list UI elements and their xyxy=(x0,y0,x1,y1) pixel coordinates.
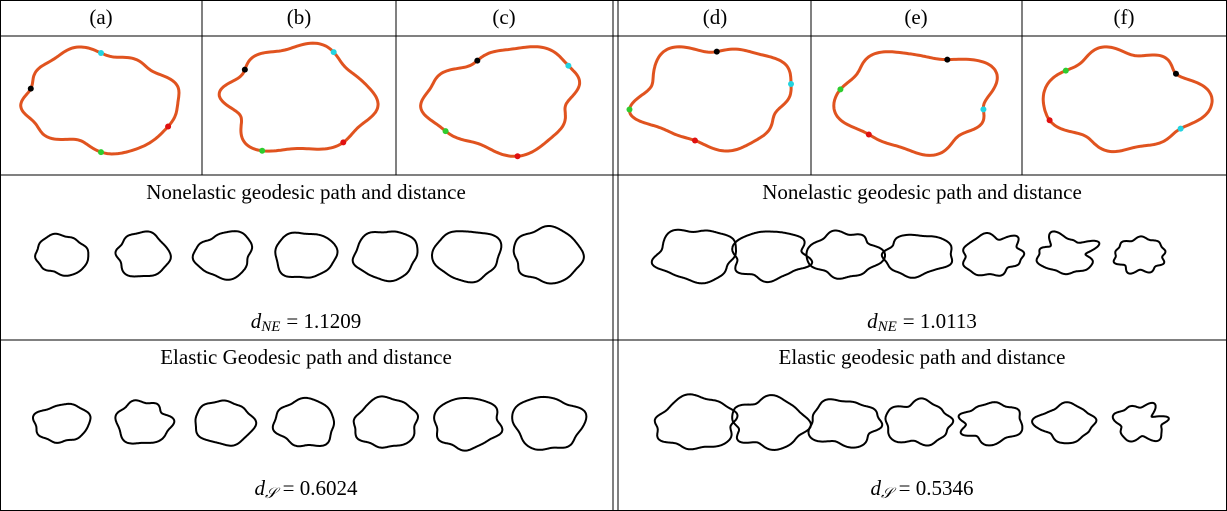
panel-label: (a) xyxy=(89,5,112,29)
shape xyxy=(655,394,738,449)
landmark xyxy=(626,107,632,113)
shape xyxy=(275,233,337,278)
shape xyxy=(963,233,1024,276)
shape xyxy=(732,232,812,283)
shape xyxy=(809,399,883,447)
landmark xyxy=(714,49,720,55)
contour xyxy=(219,43,378,151)
contour xyxy=(630,47,792,151)
section-title: Elastic geodesic path and distance xyxy=(779,345,1066,369)
shape xyxy=(353,232,418,282)
shape xyxy=(807,231,886,279)
shape xyxy=(882,235,952,278)
panel-label: (e) xyxy=(904,5,927,29)
section-title: Nonelastic geodesic path and distance xyxy=(146,180,466,204)
shape xyxy=(33,404,91,443)
shape xyxy=(196,401,257,446)
shape xyxy=(1032,402,1096,443)
landmark xyxy=(165,123,171,129)
distance: dNE= 1.1209 xyxy=(251,309,362,336)
panel-label: (b) xyxy=(287,5,312,29)
landmark xyxy=(443,128,449,134)
shape xyxy=(732,395,811,450)
landmark xyxy=(331,49,337,55)
landmark xyxy=(98,149,104,155)
landmark xyxy=(259,148,265,154)
shape xyxy=(193,231,252,280)
shape xyxy=(886,398,954,445)
landmark xyxy=(340,139,346,145)
landmark xyxy=(565,63,571,69)
shape xyxy=(35,234,88,276)
shape xyxy=(432,231,501,282)
panel-label: (c) xyxy=(492,5,515,29)
landmark xyxy=(1047,117,1053,123)
section-title: Nonelastic geodesic path and distance xyxy=(762,180,1082,204)
distance: d𝒮= 0.5346 xyxy=(871,476,974,503)
shape xyxy=(1114,236,1166,273)
shape xyxy=(959,402,1023,445)
landmark xyxy=(242,67,248,73)
landmark xyxy=(515,153,521,159)
landmark xyxy=(1063,68,1069,74)
distance: dNE= 1.0113 xyxy=(867,309,977,336)
contour xyxy=(834,52,998,156)
panel-label: (f) xyxy=(1114,5,1135,29)
shape xyxy=(273,398,334,446)
landmark xyxy=(944,57,950,63)
shape xyxy=(512,397,586,450)
landmark xyxy=(1178,126,1184,132)
shape xyxy=(354,396,418,447)
landmark xyxy=(788,81,794,87)
landmark xyxy=(28,86,34,92)
section-title: Elastic Geodesic path and distance xyxy=(160,345,452,369)
shape xyxy=(115,400,174,443)
contour xyxy=(1043,47,1212,152)
contour xyxy=(421,47,580,157)
panel-label: (d) xyxy=(703,5,728,29)
distance: d𝒮= 0.6024 xyxy=(255,476,358,503)
shape xyxy=(116,231,171,276)
landmark xyxy=(837,86,843,92)
shape xyxy=(652,230,736,284)
shape xyxy=(1037,231,1100,274)
contour xyxy=(21,47,179,154)
landmark xyxy=(474,58,480,64)
landmark xyxy=(866,131,872,137)
landmark xyxy=(692,137,698,143)
shape xyxy=(514,226,584,284)
landmark xyxy=(1173,71,1179,77)
shape xyxy=(434,398,502,451)
landmark xyxy=(980,106,986,112)
landmark xyxy=(98,50,104,56)
shape xyxy=(1113,403,1169,442)
figure: (a) (b) (c) (d) (e) (f) Nonelastic geode… xyxy=(0,0,1227,511)
